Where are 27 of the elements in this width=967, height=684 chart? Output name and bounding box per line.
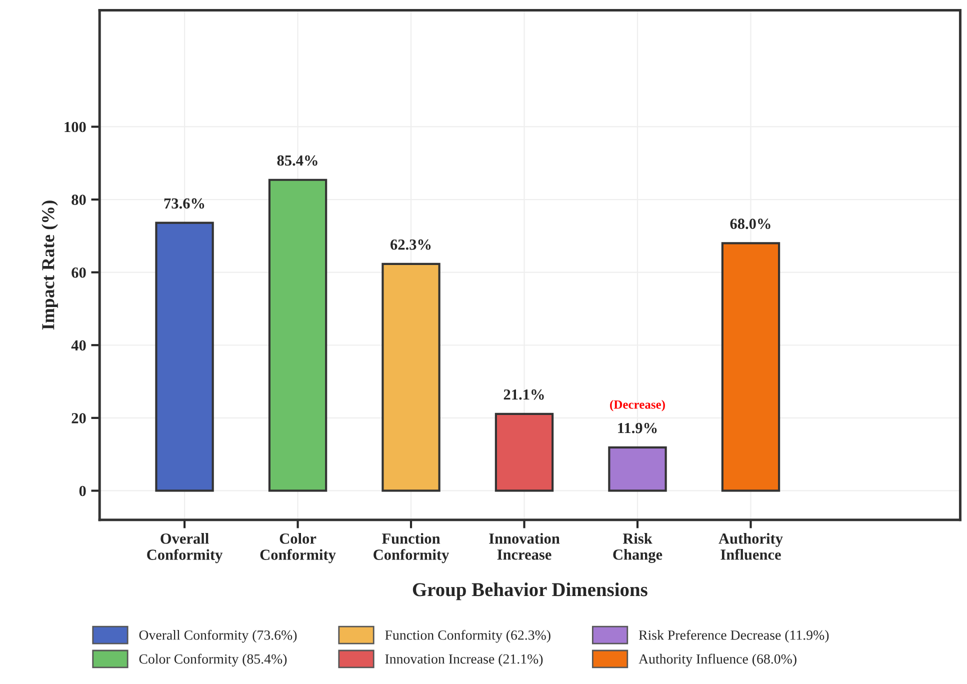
y-tick-label: 100 [64,122,86,132]
legend-label: Function Conformity (62.3%) [385,630,550,643]
y-tick-label: 0 [79,486,86,496]
legend-label: Innovation Increase (21.1%) [385,654,543,667]
legend-label: Overall Conformity (73.6%) [139,630,297,643]
legend-label: Authority Influence (68.0%) [638,654,796,667]
x-tick-label: Overall Conformity [147,533,223,564]
data-label: 68.0% [730,218,770,230]
legend-label: Risk Preference Decrease (11.9%) [638,630,829,643]
x-tick-label: Innovation Increase [489,533,560,560]
data-label: 21.1% [504,389,544,400]
data-label: 73.6% [164,198,204,209]
data-label: 62.3% [390,239,431,250]
annotation: (Decrease) [610,400,665,412]
y-tick-label: 40 [71,340,86,351]
x-tick-label: Authority Influence [718,533,783,560]
y-tick-label: 60 [72,267,86,278]
data-label: 85.4% [277,155,318,166]
x-tick-label: Color Conformity [260,533,336,564]
legend-label: Color Conformity (85.4%) [139,654,287,667]
x-tick-label: Risk Change [613,533,662,563]
x-tick-label: Function Conformity [374,533,450,564]
y-tick-label: 80 [72,194,86,205]
y-axis-title: Impact Rate (%) [42,200,58,330]
y-tick-label: 20 [72,413,86,424]
x-axis-title: Group Behavior Dimensions [412,582,648,600]
data-label: 11.9% [618,422,657,434]
